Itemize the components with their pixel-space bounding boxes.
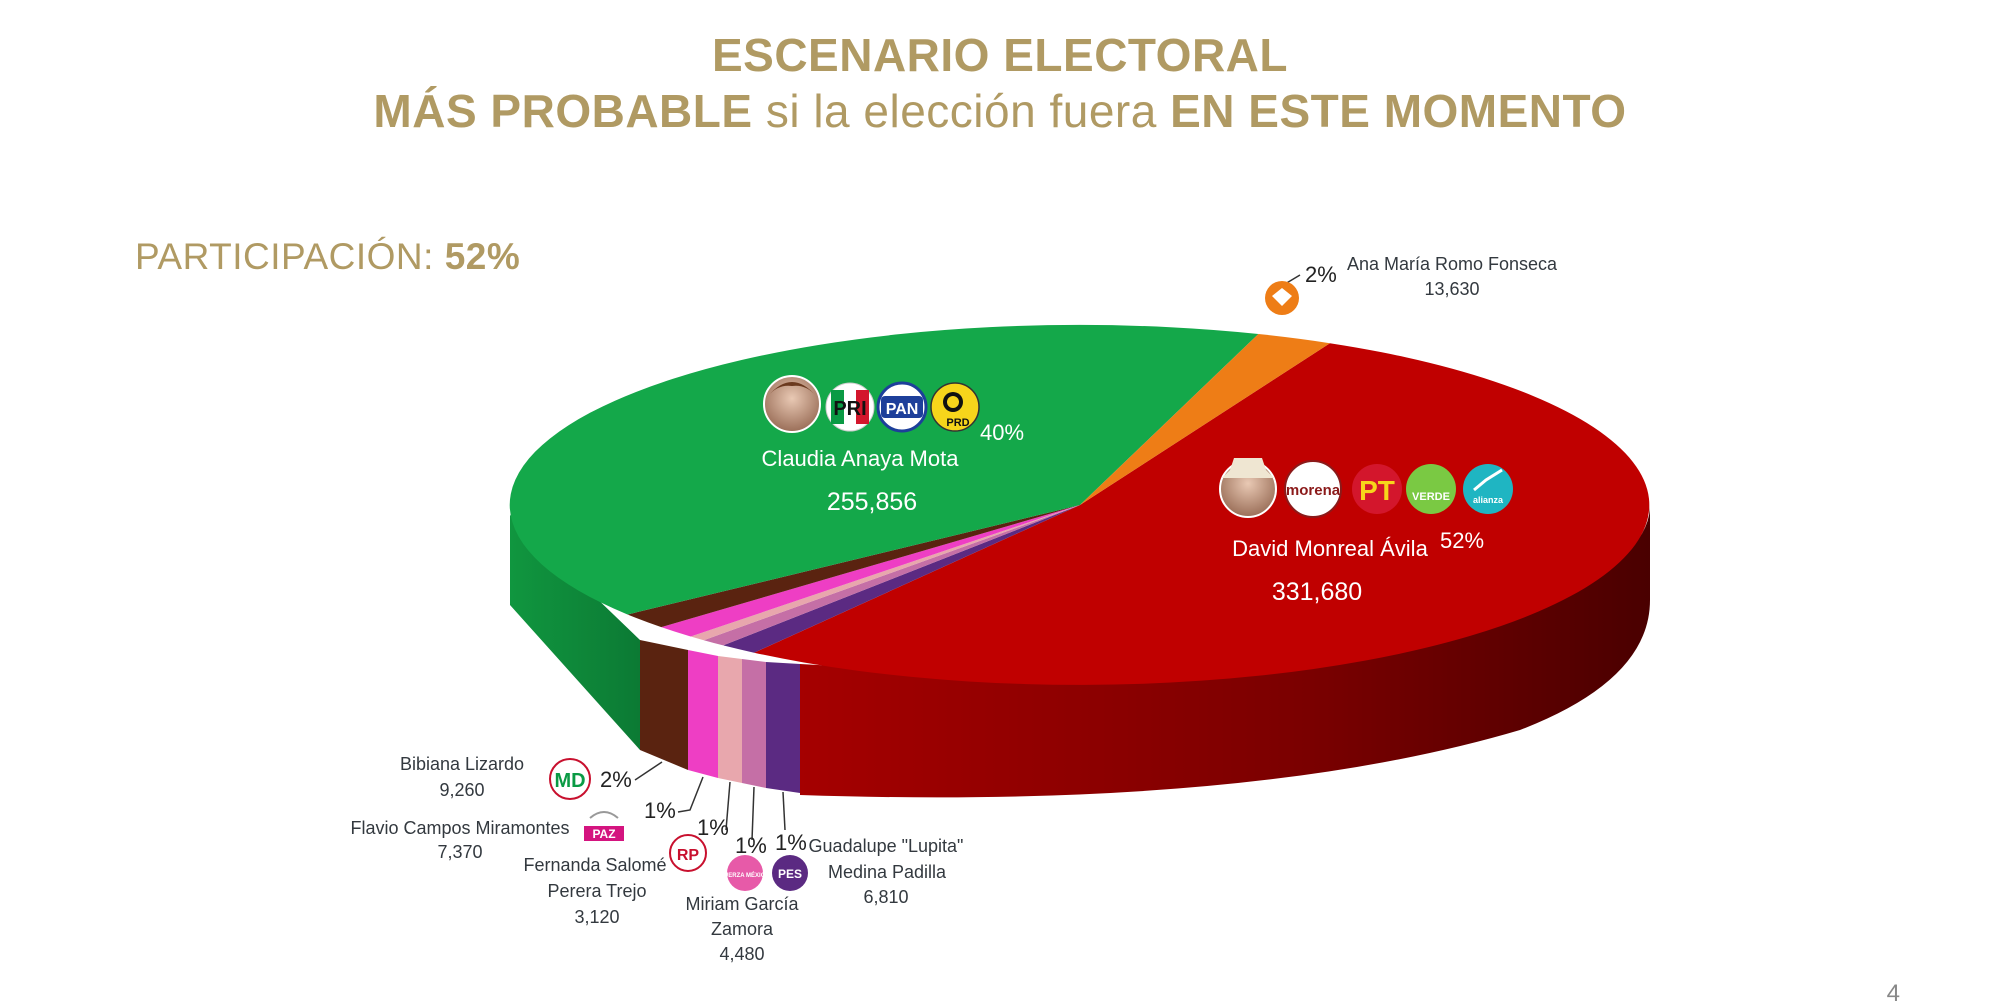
label-perera: Fernanda Salomé Perera Trejo 3,120 RP 1% — [523, 815, 728, 927]
paz-logo-icon: PAZ — [584, 811, 624, 841]
svg-text:RP: RP — [677, 847, 700, 864]
chart-title-line2: MÁS PROBABLE si la elección fuera EN EST… — [0, 84, 2000, 138]
svg-text:morena: morena — [1286, 482, 1341, 499]
title-line2-bold-c: EN ESTE MOMENTO — [1170, 85, 1627, 137]
pri-logo-icon: PRI — [825, 382, 875, 432]
pct-romo: 2% — [1305, 262, 1337, 287]
prd-logo-icon: PRD — [930, 382, 980, 432]
fuerza-mexico-logo-icon: FUERZA MÉXICO — [720, 855, 770, 891]
photo-anaya — [763, 375, 821, 433]
side-wall-purple — [766, 662, 800, 793]
votes-lizardo: 9,260 — [439, 780, 484, 800]
pct-campos: 1% — [644, 798, 676, 823]
svg-text:FUERZA MÉXICO: FUERZA MÉXICO — [720, 871, 770, 879]
svg-text:PRD: PRD — [946, 417, 969, 429]
votes-anaya: 255,856 — [827, 488, 917, 516]
label-campos: Flavio Campos Miramontes 7,370 PAZ 1% — [350, 798, 675, 862]
pan-logo-icon: PAN — [876, 381, 928, 433]
participation-text: PARTICIPACIÓN: — [135, 236, 434, 277]
votes-perera: 3,120 — [574, 907, 619, 927]
pie-slice-fernanda-salom-perera-trejo — [690, 505, 1080, 641]
name-garcia-line2: Zamora — [711, 919, 774, 939]
pie-slice-ana-mar-a-romo-fonseca — [1080, 334, 1330, 505]
pct-medina: 1% — [775, 830, 807, 855]
votes-monreal: 331,680 — [1272, 578, 1362, 606]
morena-logo-icon: morena — [1284, 460, 1342, 518]
svg-text:MD: MD — [554, 770, 585, 792]
side-wall-brown — [640, 640, 688, 770]
side-wall-pink — [718, 656, 742, 783]
label-medina: PES 1% Guadalupe "Lupita" Medina Padilla… — [772, 830, 963, 907]
votes-campos: 7,370 — [437, 842, 482, 862]
name-medina-line1: Guadalupe "Lupita" — [809, 836, 964, 856]
label-garcia: FUERZA MÉXICO 1% Miriam García Zamora 4,… — [685, 833, 799, 964]
pie-side-walls — [510, 505, 1650, 798]
title-line2-light: si la elección fuera — [752, 85, 1171, 137]
title-line2-bold-a: MÁS PROBABLE — [373, 85, 753, 137]
votes-medina: 6,810 — [863, 887, 908, 907]
alianza-logo-icon: alianza — [1463, 464, 1513, 514]
name-monreal: David Monreal Ávila — [1232, 536, 1428, 561]
label-anaya: PRI PAN PRD 40% Claudia Anaya Mota 255,8… — [762, 375, 1024, 516]
pct-lizardo: 2% — [600, 767, 632, 792]
photo-anaya-hair — [768, 382, 816, 396]
pie-slice-claudia-anaya-mota — [509, 324, 1259, 615]
md-logo-icon: MD — [549, 758, 591, 800]
svg-text:alianza: alianza — [1473, 495, 1504, 505]
pie-slice-david-monreal-vila — [754, 343, 1650, 685]
leader-line-perera — [725, 781, 731, 831]
pes-logo-icon: PES — [772, 855, 808, 891]
svg-text:PAZ: PAZ — [592, 827, 615, 841]
verde-logo-icon: VERDE — [1406, 464, 1456, 514]
photo-monreal-hat — [1222, 458, 1274, 478]
pct-anaya: 40% — [980, 420, 1024, 445]
pct-garcia: 1% — [735, 833, 767, 858]
name-anaya: Claudia Anaya Mota — [762, 446, 960, 471]
label-lizardo: Bibiana Lizardo 9,260 MD 2% — [400, 754, 632, 800]
leader-line-campos — [677, 776, 704, 813]
name-perera-line2: Perera Trejo — [547, 881, 646, 901]
chart-title-line1: ESCENARIO ELECTORAL — [0, 28, 2000, 82]
votes-garcia: 4,480 — [719, 944, 764, 964]
name-perera-line1: Fernanda Salomé — [523, 855, 666, 875]
side-wall-red — [800, 505, 1650, 798]
votes-romo: 13,630 — [1424, 279, 1479, 299]
pie-slice-bibiana-lizardo — [627, 505, 1080, 628]
name-lizardo: Bibiana Lizardo — [400, 754, 524, 774]
svg-text:PES: PES — [778, 867, 802, 881]
pt-logo-icon: PT — [1352, 464, 1402, 514]
side-wall-magenta — [688, 650, 718, 778]
svg-text:PRI: PRI — [833, 398, 866, 420]
pct-monreal: 52% — [1440, 528, 1484, 553]
title-line1-text: ESCENARIO ELECTORAL — [711, 29, 1289, 81]
participation-label: PARTICIPACIÓN: 52% — [135, 236, 520, 278]
leader-line-medina — [782, 791, 786, 831]
pie-top-face — [509, 324, 1650, 685]
name-garcia-line1: Miriam García — [685, 894, 799, 914]
name-romo: Ana María Romo Fonseca — [1347, 254, 1558, 274]
name-medina-line2: Medina Padilla — [828, 862, 947, 882]
svg-text:PAN: PAN — [886, 401, 919, 418]
side-wall-green — [510, 515, 640, 750]
label-romo: 2% Ana María Romo Fonseca 13,630 — [1265, 254, 1558, 315]
svg-text:VERDE: VERDE — [1412, 491, 1450, 503]
pct-perera: 1% — [697, 815, 729, 840]
rp-logo-icon: RP — [669, 834, 707, 872]
pie-slice-flavio-campos-miramontes — [661, 505, 1080, 637]
pie-slice-miriam-garc-a-zamora — [703, 505, 1080, 646]
pie-slice-guadalupe-lupita-medina-padilla — [723, 505, 1080, 653]
side-wall-rose — [742, 659, 766, 788]
leader-line-garcia — [751, 786, 755, 841]
participation-value: 52% — [444, 236, 521, 277]
name-campos: Flavio Campos Miramontes — [350, 818, 569, 838]
leader-line-lizardo — [634, 761, 663, 781]
page-number: 4 — [1886, 980, 1900, 1007]
mc-logo-icon — [1265, 281, 1299, 315]
label-monreal: morena PT VERDE alianza 52% David Monrea… — [1219, 458, 1513, 606]
svg-text:PT: PT — [1359, 475, 1395, 506]
